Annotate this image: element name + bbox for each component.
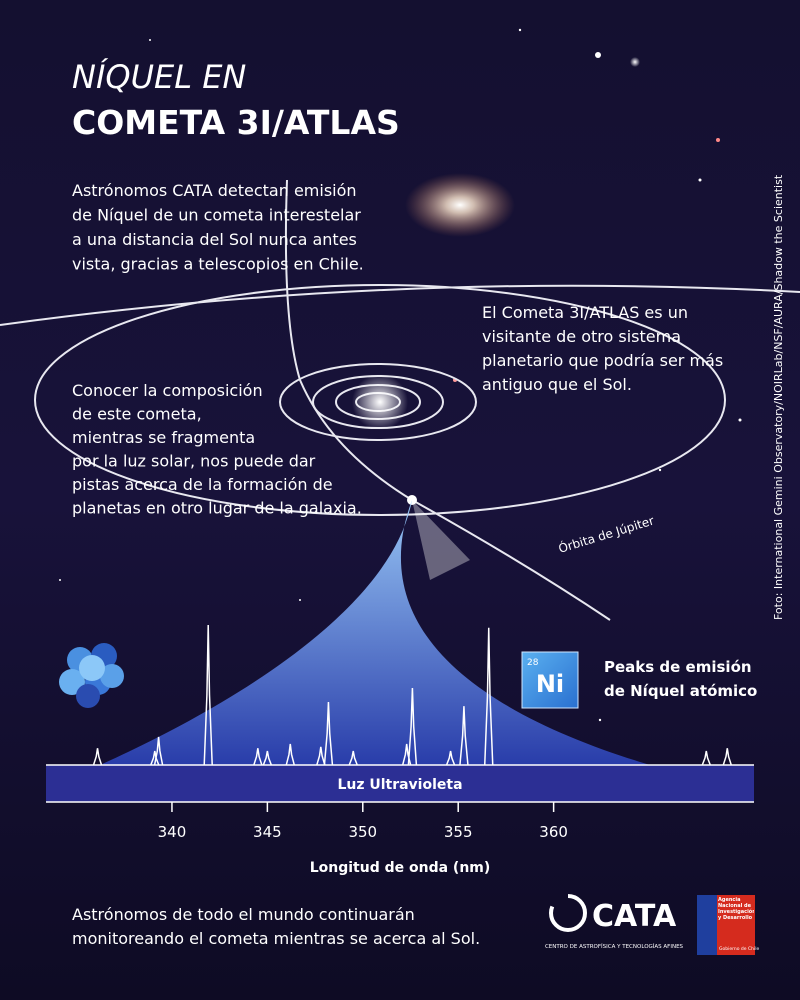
footer-text: Astrónomos de todo el mundo continuarán m…	[72, 905, 480, 948]
logo-text: CATA	[592, 899, 677, 934]
sun	[352, 374, 408, 430]
emission-peak	[262, 750, 273, 766]
intro-text: Astrónomos CATA detectan emisión de Níque…	[72, 181, 364, 274]
emission-peak	[445, 750, 456, 766]
emission-peak	[150, 750, 160, 766]
government-logo: Agencia Nacional de Investigación y Desa…	[697, 895, 759, 955]
emission-peak	[203, 624, 213, 766]
emission-peak	[722, 748, 732, 766]
text-line: Astrónomos CATA detectan emisión	[72, 181, 357, 200]
x-tick-label: 355	[444, 823, 473, 841]
composition-note: Conocer la composición de este cometa, mie…	[72, 381, 362, 518]
government-name: Gobierno de Chile	[719, 946, 759, 952]
logo-subtext: CENTRO DE ASTROFÍSICA Y TECNOLOGÍAS AFIN…	[545, 943, 684, 950]
text-line: monitoreando el cometa mientras se acerc…	[72, 929, 480, 948]
text-line: vista, gracias a telescopios en Chile.	[72, 255, 364, 274]
x-axis-label: Longitud de onda (nm)	[310, 860, 491, 876]
atomic-number: 28	[527, 658, 539, 668]
title-line: NÍQUEL EN	[72, 58, 246, 96]
emission-peak	[153, 736, 164, 766]
emission-peak	[316, 746, 326, 766]
uv-cone	[100, 500, 650, 765]
x-tick-label: 340	[158, 823, 187, 841]
comet-tail	[412, 500, 470, 580]
text-line: visitante de otro sistema	[482, 327, 681, 346]
text-line: planetario que podría ser más	[482, 351, 723, 370]
text-line: por la luz solar, nos puede dar	[72, 452, 316, 471]
band-label: Luz Ultravioleta	[337, 777, 462, 793]
emission-peak	[483, 627, 494, 766]
emission-peak	[285, 743, 295, 766]
emission-peak	[701, 750, 711, 766]
comet-photo	[405, 173, 515, 237]
x-tick-label: 350	[348, 823, 377, 841]
text-line: El Cometa 3I/ATLAS es un	[482, 303, 688, 322]
emission-peak	[348, 750, 358, 766]
x-tick-label: 360	[539, 823, 568, 841]
agency-name: Agencia Nacional de Investigación y Desa…	[718, 897, 754, 921]
emission-peak	[323, 701, 334, 766]
element-caption: de Níquel atómico	[604, 682, 757, 700]
uv-band	[46, 765, 754, 802]
credit: Foto: International Gemini Observatory/N…	[772, 174, 785, 620]
element-caption: Peaks de emisión	[604, 658, 752, 676]
text-line: mientras se fragmenta	[72, 428, 255, 447]
text-line: antiguo que el Sol.	[482, 375, 632, 394]
emission-peak	[407, 687, 418, 766]
text-line: a una distancia del Sol nunca antes	[72, 230, 357, 249]
text-line: Conocer la composición	[72, 381, 263, 400]
text-line: Astrónomos de todo el mundo continuarán	[72, 905, 415, 924]
element-tile	[521, 651, 579, 709]
emission-peak	[459, 706, 469, 766]
comet-note: El Cometa 3I/ATLAS es un visitante de otr…	[482, 303, 723, 394]
cata-logo: CATA CENTRO DE ASTROFÍSICA Y TECNOLOGÍAS…	[545, 894, 684, 950]
text-line: de Níquel de un cometa interestelar	[72, 206, 361, 225]
text-line: planetas en otro lugar de la galaxia.	[72, 499, 362, 518]
atom-icon	[59, 643, 124, 708]
emission-peak	[92, 748, 103, 766]
stars	[59, 28, 742, 722]
emission-peak	[253, 748, 263, 766]
text-line: pistas acerca de la formación de	[72, 475, 333, 494]
x-tick-label: 345	[253, 823, 282, 841]
title-line: COMETA 3I/ATLAS	[72, 103, 400, 142]
text-line: de este cometa,	[72, 405, 202, 424]
element-symbol: Ni	[536, 670, 564, 698]
